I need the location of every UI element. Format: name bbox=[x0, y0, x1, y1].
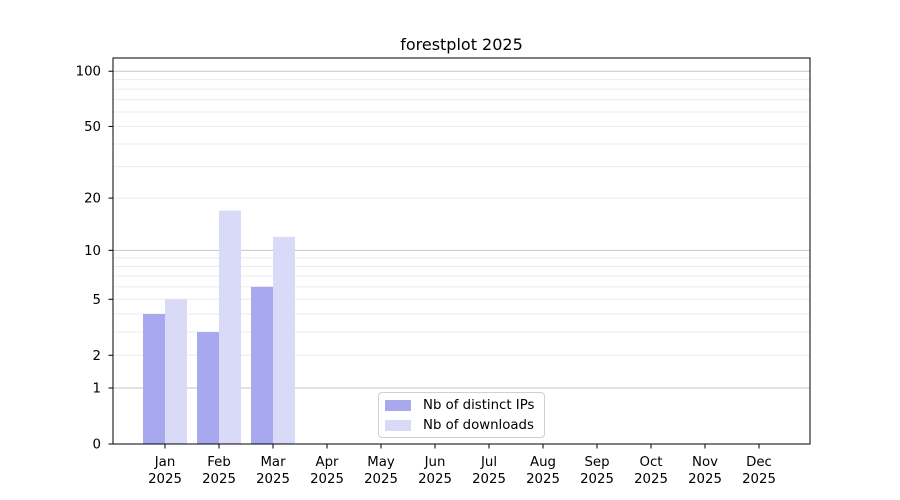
x-tick-label-month: Nov bbox=[692, 455, 718, 470]
x-tick-label-year: 2025 bbox=[742, 472, 776, 487]
x-tick-label-year: 2025 bbox=[580, 472, 614, 487]
x-tick-label-month: Jan bbox=[154, 455, 176, 470]
y-tick-label: 5 bbox=[93, 293, 101, 308]
x-tick-label-month: Jun bbox=[424, 455, 446, 470]
x-tick-label-year: 2025 bbox=[148, 472, 182, 487]
bar-downloads-feb bbox=[219, 210, 241, 444]
x-tick-label-month: Dec bbox=[746, 455, 772, 470]
bar-downloads-mar bbox=[273, 236, 295, 444]
x-tick-label-month: Oct bbox=[640, 455, 663, 470]
x-tick-label-month: Jul bbox=[480, 455, 497, 470]
bar-distinct-ips-jan bbox=[143, 314, 165, 444]
plot-spines bbox=[112, 57, 811, 445]
legend-label-distinct-ips: Nb of distinct IPs bbox=[423, 397, 535, 413]
bar-distinct-ips-feb bbox=[197, 332, 219, 444]
legend-swatch-downloads bbox=[385, 419, 411, 431]
legend-item-distinct-ips: Nb of distinct IPs bbox=[385, 398, 544, 413]
legend: Nb of distinct IPs Nb of downloads bbox=[378, 392, 545, 438]
x-tick-label-month: Mar bbox=[260, 455, 286, 470]
x-tick-label-year: 2025 bbox=[472, 472, 506, 487]
x-tick-label-month: Sep bbox=[584, 455, 609, 470]
legend-item-downloads: Nb of downloads bbox=[385, 418, 544, 433]
y-tick-label: 2 bbox=[93, 349, 101, 364]
bar-downloads-jan bbox=[165, 299, 187, 444]
bar-distinct-ips-mar bbox=[251, 286, 273, 444]
y-tick-label: 20 bbox=[84, 192, 101, 207]
y-tick-label: 50 bbox=[84, 120, 101, 135]
x-tick-label-year: 2025 bbox=[688, 472, 722, 487]
x-tick-label-month: Apr bbox=[315, 455, 339, 470]
x-tick-label-month: Feb bbox=[207, 455, 231, 470]
x-tick-label-year: 2025 bbox=[364, 472, 398, 487]
y-tick-label: 1 bbox=[93, 382, 101, 397]
x-tick-label-year: 2025 bbox=[634, 472, 668, 487]
legend-label-downloads: Nb of downloads bbox=[423, 417, 534, 433]
x-tick-label-year: 2025 bbox=[310, 472, 344, 487]
legend-swatch-distinct-ips bbox=[385, 399, 411, 411]
y-tick-label: 100 bbox=[76, 65, 101, 80]
y-tick-label: 0 bbox=[93, 438, 101, 453]
y-tick-label: 10 bbox=[84, 244, 101, 259]
x-tick-label-month: Aug bbox=[530, 455, 556, 470]
x-tick-label-year: 2025 bbox=[418, 472, 452, 487]
x-tick-label-year: 2025 bbox=[526, 472, 560, 487]
chart-title: forestplot 2025 bbox=[400, 35, 523, 54]
x-tick-label-month: May bbox=[367, 455, 395, 470]
x-tick-label-year: 2025 bbox=[256, 472, 290, 487]
x-tick-label-year: 2025 bbox=[202, 472, 236, 487]
